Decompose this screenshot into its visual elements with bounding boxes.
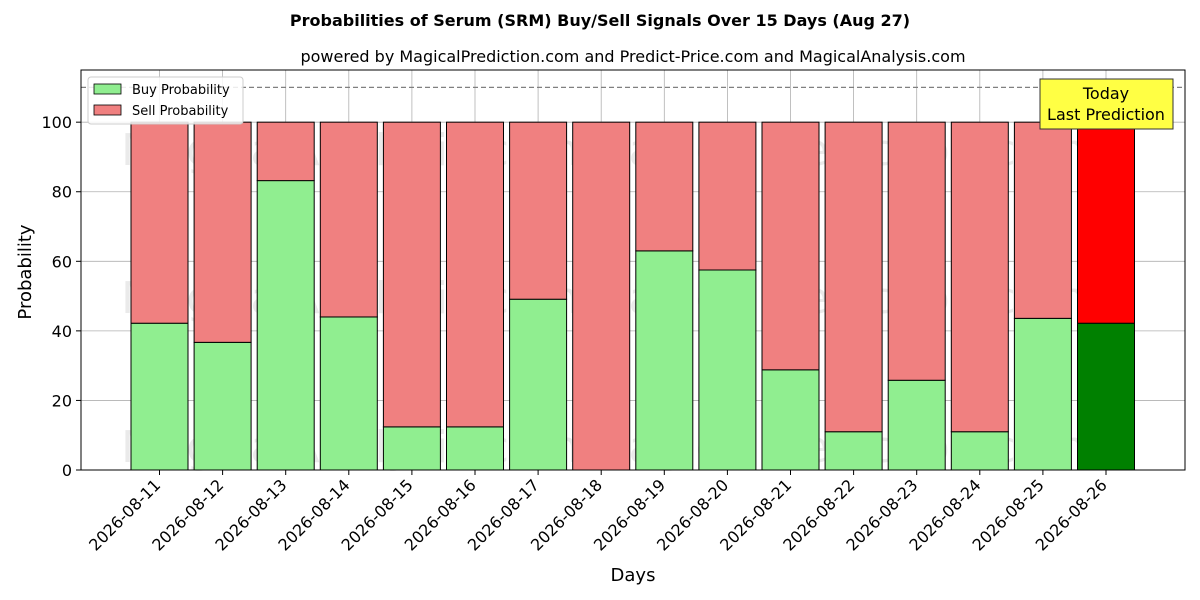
bar-buy-2026-08-22 bbox=[824, 431, 883, 471]
bar-sell-2026-08-22 bbox=[824, 121, 883, 433]
y-tick-label: 40 bbox=[52, 322, 72, 341]
bar-buy-2026-08-26 bbox=[1077, 322, 1135, 471]
legend-swatch bbox=[93, 83, 122, 95]
bar-sell-2026-08-19 bbox=[635, 121, 694, 252]
bars-layer bbox=[130, 121, 1135, 471]
bar-sell-2026-08-26 bbox=[1077, 121, 1135, 324]
bar-sell-2026-08-21 bbox=[761, 121, 820, 371]
bar-buy-2026-08-13 bbox=[256, 180, 315, 471]
legend-box bbox=[87, 76, 244, 125]
bar-sell-2026-08-20 bbox=[698, 121, 757, 271]
legend-swatch bbox=[93, 104, 122, 116]
y-tick-label: 100 bbox=[41, 113, 72, 132]
bar-buy-2026-08-23 bbox=[887, 379, 946, 471]
bar-buy-2026-08-24 bbox=[950, 431, 1009, 471]
chart-title: Probabilities of Serum (SRM) Buy/Sell Si… bbox=[290, 11, 910, 30]
bar-buy-2026-08-15 bbox=[382, 426, 441, 471]
x-axis-label: Days bbox=[611, 565, 656, 586]
bar-sell-2026-08-23 bbox=[887, 121, 946, 381]
y-axis-label: Probability bbox=[15, 224, 36, 319]
y-tick-label: 60 bbox=[52, 252, 72, 271]
bar-sell-2026-08-13 bbox=[256, 121, 315, 182]
bar-buy-2026-08-11 bbox=[130, 322, 189, 471]
annotation-text: Last Prediction bbox=[1047, 105, 1165, 124]
bar-buy-2026-08-25 bbox=[1013, 317, 1072, 471]
legend-label: Sell Probability bbox=[132, 104, 229, 119]
bar-buy-2026-08-19 bbox=[635, 250, 694, 471]
bar-sell-2026-08-12 bbox=[193, 121, 252, 343]
bar-sell-2026-08-15 bbox=[382, 121, 441, 428]
annotation-box bbox=[1039, 78, 1174, 130]
today-annotation: Today Last Prediction bbox=[1039, 78, 1174, 130]
bar-sell-2026-08-17 bbox=[509, 121, 568, 300]
bar-sell-2026-08-14 bbox=[319, 121, 378, 318]
bar-sell-2026-08-16 bbox=[446, 121, 504, 428]
y-tick-label: 0 bbox=[62, 461, 72, 480]
bar-buy-2026-08-16 bbox=[446, 426, 504, 471]
annotation-text: Today bbox=[1082, 84, 1129, 103]
legend-label: Buy Probability bbox=[132, 83, 230, 98]
bar-buy-2026-08-20 bbox=[698, 269, 757, 471]
bar-sell-2026-08-18 bbox=[572, 121, 631, 471]
plot-frame bbox=[80, 69, 1186, 471]
y-tick-label: 20 bbox=[52, 391, 72, 410]
bar-buy-2026-08-17 bbox=[509, 298, 568, 471]
bar-sell-2026-08-11 bbox=[130, 121, 189, 324]
bar-buy-2026-08-14 bbox=[319, 316, 378, 471]
bar-sell-2026-08-24 bbox=[950, 121, 1009, 433]
legend: Buy Probability Sell Probability bbox=[87, 76, 244, 125]
bar-buy-2026-08-12 bbox=[193, 341, 252, 471]
chart-subtitle: powered by MagicalPrediction.com and Pre… bbox=[300, 47, 965, 66]
bar-sell-2026-08-25 bbox=[1013, 121, 1072, 319]
y-tick-label: 80 bbox=[52, 183, 72, 202]
bar-buy-2026-08-21 bbox=[761, 369, 820, 471]
